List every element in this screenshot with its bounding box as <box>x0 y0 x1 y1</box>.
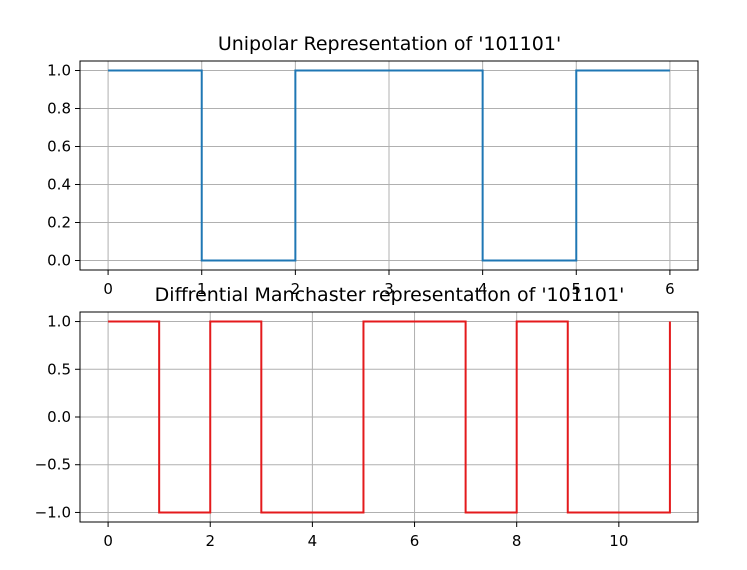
y-tick-label: 0.0 <box>47 408 71 426</box>
y-tick-label: −0.5 <box>35 456 71 474</box>
x-tick-label: 2 <box>205 532 215 550</box>
chart-panel-1: 0 1 2 3 4 5 6 0.0 0.2 0.4 0.6 0.8 1.0 Unipolar Repres… <box>47 33 699 298</box>
x-tick-label: 3 <box>384 280 394 298</box>
y-tick-label: 0.4 <box>47 176 71 194</box>
chart-title: Unipolar Representation of '101101' <box>218 33 561 55</box>
x-tick-label: 6 <box>665 280 675 298</box>
x-tick-label: 10 <box>609 532 628 550</box>
y-tick-label: 0.2 <box>47 214 71 232</box>
x-tick-label: 4 <box>308 532 318 550</box>
y-tick-label: 0.5 <box>47 360 71 378</box>
y-tick-label: 1.0 <box>47 313 71 331</box>
series-line <box>108 320 671 514</box>
x-tick-label: 4 <box>478 280 488 298</box>
y-tick-label: 1.0 <box>47 62 71 80</box>
x-tick-label: 0 <box>103 532 113 550</box>
y-tick-label: 0.8 <box>47 100 71 118</box>
y-tick-label: 0.6 <box>47 138 71 156</box>
x-tick-label: 8 <box>512 532 522 550</box>
x-tick-label: 2 <box>291 280 301 298</box>
x-tick-label: 6 <box>410 532 420 550</box>
chart-panel-2: 0 2 4 6 8 10 −1.0 −0.5 0.0 0.5 1.0 Diffrential Manc… <box>35 284 699 550</box>
y-tick-label: 0.0 <box>47 252 71 270</box>
series-line <box>108 69 670 262</box>
y-tick-label: −1.0 <box>35 503 71 521</box>
chart-title: Diffrential Manchaster representation of… <box>155 284 625 306</box>
x-tick-label: 5 <box>571 280 581 298</box>
x-tick-label: 1 <box>197 280 207 298</box>
x-tick-label: 0 <box>103 280 113 298</box>
